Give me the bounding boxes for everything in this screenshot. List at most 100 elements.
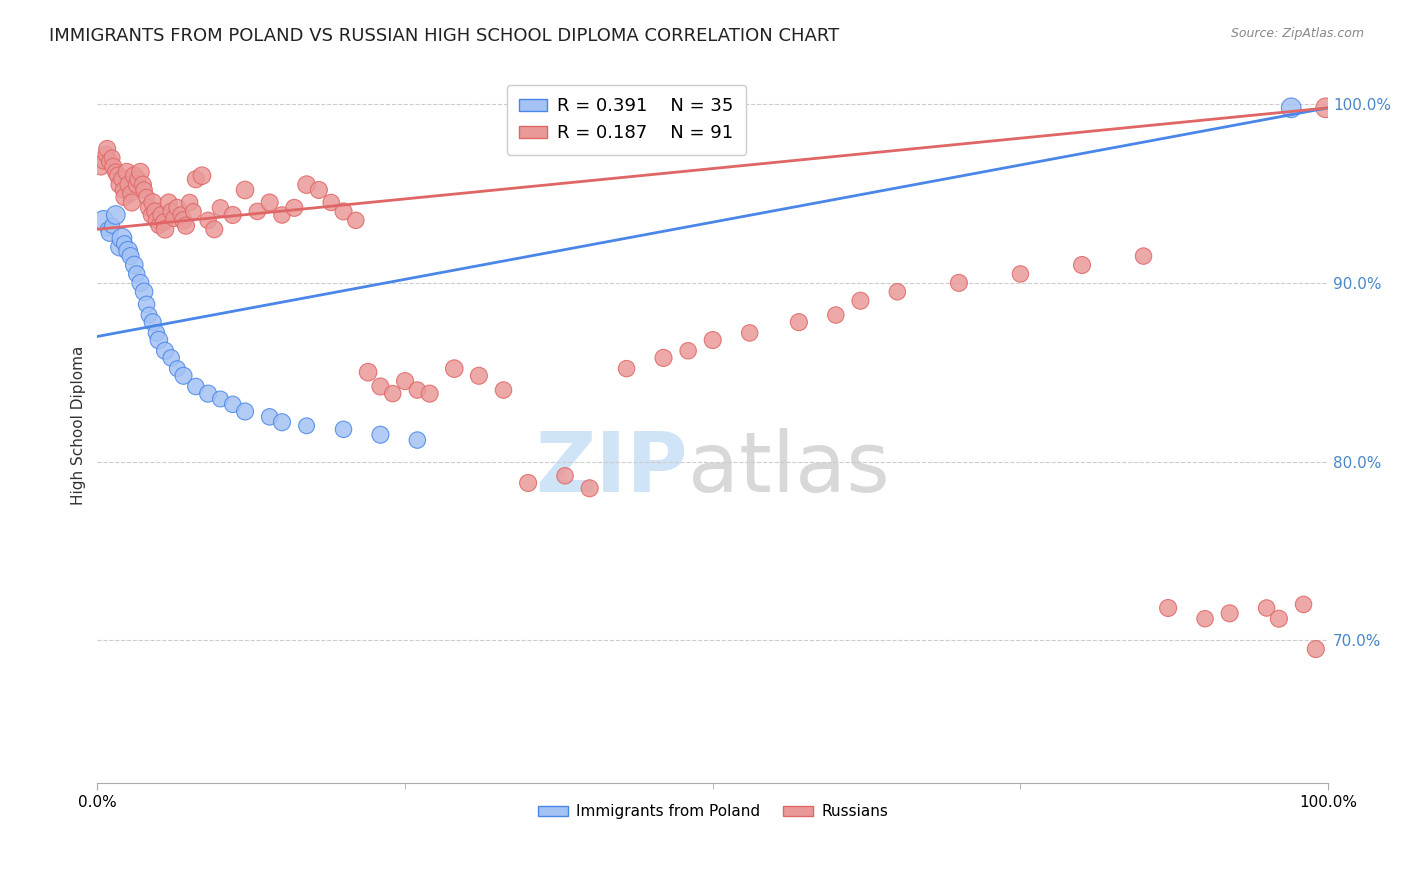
Point bbox=[148, 219, 170, 233]
Point bbox=[616, 361, 638, 376]
Point bbox=[370, 427, 392, 442]
Point bbox=[104, 208, 127, 222]
Point bbox=[108, 178, 131, 192]
Point bbox=[103, 160, 125, 174]
Point bbox=[143, 204, 166, 219]
Point bbox=[120, 249, 142, 263]
Point bbox=[1219, 607, 1241, 621]
Point bbox=[93, 154, 115, 169]
Point bbox=[174, 219, 197, 233]
Point bbox=[191, 169, 214, 183]
Point bbox=[93, 213, 115, 227]
Point bbox=[173, 368, 195, 383]
Point bbox=[271, 208, 294, 222]
Point bbox=[1268, 612, 1291, 626]
Point bbox=[101, 219, 124, 233]
Point bbox=[160, 351, 183, 365]
Point bbox=[295, 418, 318, 433]
Point bbox=[179, 195, 201, 210]
Point bbox=[381, 386, 404, 401]
Point bbox=[135, 297, 157, 311]
Point bbox=[283, 201, 305, 215]
Point bbox=[107, 169, 129, 183]
Point bbox=[271, 415, 294, 429]
Point bbox=[138, 308, 160, 322]
Point bbox=[295, 178, 318, 192]
Point bbox=[138, 201, 160, 215]
Point bbox=[1292, 598, 1315, 612]
Point bbox=[142, 195, 165, 210]
Point bbox=[202, 222, 225, 236]
Point bbox=[148, 333, 170, 347]
Point bbox=[1256, 601, 1278, 615]
Point bbox=[886, 285, 908, 299]
Point bbox=[157, 195, 180, 210]
Y-axis label: High School Diploma: High School Diploma bbox=[72, 346, 86, 506]
Point bbox=[209, 201, 232, 215]
Point bbox=[209, 392, 232, 406]
Point bbox=[183, 204, 205, 219]
Point bbox=[1132, 249, 1154, 263]
Point bbox=[117, 244, 139, 258]
Point bbox=[948, 276, 970, 290]
Point bbox=[121, 195, 143, 210]
Point bbox=[142, 315, 165, 329]
Point bbox=[738, 326, 761, 340]
Point bbox=[150, 208, 173, 222]
Point bbox=[166, 201, 188, 215]
Point bbox=[125, 267, 148, 281]
Point bbox=[233, 404, 256, 418]
Point bbox=[134, 285, 156, 299]
Point bbox=[222, 208, 245, 222]
Point bbox=[233, 183, 256, 197]
Point bbox=[332, 204, 354, 219]
Point bbox=[184, 172, 207, 186]
Point bbox=[197, 213, 219, 227]
Point bbox=[125, 178, 148, 192]
Point bbox=[170, 208, 193, 222]
Point bbox=[259, 195, 281, 210]
Point bbox=[153, 343, 176, 358]
Point bbox=[120, 186, 142, 201]
Point bbox=[96, 142, 118, 156]
Point bbox=[104, 165, 127, 179]
Point bbox=[197, 386, 219, 401]
Point bbox=[98, 226, 121, 240]
Text: atlas: atlas bbox=[688, 428, 890, 509]
Point bbox=[419, 386, 441, 401]
Point bbox=[129, 276, 152, 290]
Point bbox=[111, 172, 134, 186]
Point bbox=[153, 215, 176, 229]
Point bbox=[492, 383, 515, 397]
Point bbox=[394, 374, 416, 388]
Point bbox=[406, 383, 429, 397]
Point bbox=[132, 178, 155, 192]
Point bbox=[1315, 101, 1337, 115]
Point bbox=[96, 222, 118, 236]
Point bbox=[824, 308, 846, 322]
Point bbox=[517, 475, 540, 490]
Point bbox=[124, 258, 146, 272]
Point bbox=[259, 409, 281, 424]
Point bbox=[184, 379, 207, 393]
Point bbox=[1010, 267, 1032, 281]
Point bbox=[115, 165, 138, 179]
Point bbox=[406, 433, 429, 447]
Point bbox=[117, 178, 139, 192]
Point bbox=[129, 165, 152, 179]
Point bbox=[578, 481, 600, 495]
Point bbox=[344, 213, 367, 227]
Point bbox=[1071, 258, 1094, 272]
Point bbox=[308, 183, 330, 197]
Point bbox=[166, 361, 188, 376]
Point bbox=[112, 183, 135, 197]
Point bbox=[90, 160, 112, 174]
Point bbox=[554, 468, 576, 483]
Point bbox=[112, 190, 135, 204]
Point bbox=[443, 361, 465, 376]
Point bbox=[468, 368, 491, 383]
Point bbox=[222, 397, 245, 411]
Point bbox=[127, 172, 149, 186]
Point bbox=[702, 333, 724, 347]
Point bbox=[370, 379, 392, 393]
